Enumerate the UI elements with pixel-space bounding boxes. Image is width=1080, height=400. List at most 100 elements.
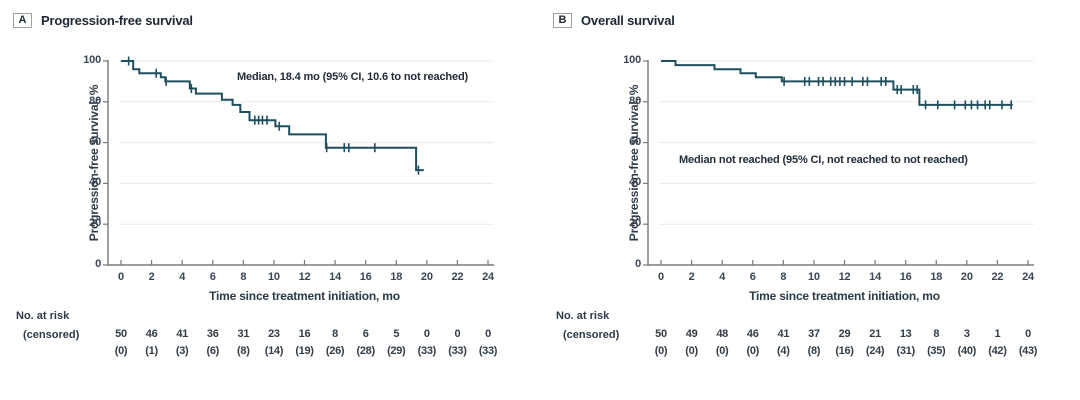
y-tick-label: 20: [629, 217, 641, 230]
x-tick-label: 10: [267, 271, 280, 283]
panel-a-censored-label: (censored): [23, 329, 80, 341]
x-tick-label: 24: [482, 271, 494, 283]
at-risk-count: 48: [716, 328, 728, 340]
censored-count: (33): [478, 345, 498, 357]
panel-a-header: A Progression-free survival: [13, 13, 193, 28]
at-risk-count: 0: [1025, 328, 1031, 340]
at-risk-count: 50: [115, 328, 127, 340]
x-tick-label: 6: [749, 271, 756, 283]
at-risk-count: 16: [298, 328, 311, 340]
at-risk-count: 8: [933, 328, 940, 340]
censored-count: (40): [957, 345, 977, 357]
at-risk-count: 29: [838, 328, 851, 340]
x-tick-label: 6: [209, 271, 216, 283]
censored-count: (6): [206, 345, 220, 357]
at-risk-count: 49: [685, 328, 698, 340]
x-tick-label: 18: [930, 271, 943, 283]
y-tick-label: 100: [83, 54, 101, 66]
x-tick-label: 22: [451, 271, 464, 283]
x-tick-label: 8: [240, 271, 247, 283]
censored-count: (29): [387, 345, 406, 357]
censored-count: (33): [417, 345, 437, 357]
at-risk-count: 41: [777, 328, 790, 340]
panel-a-no-at-risk-label: No. at risk: [16, 310, 70, 322]
y-tick-label: 20: [89, 217, 101, 230]
at-risk-count: 8: [332, 328, 338, 340]
at-risk-count: 37: [808, 328, 820, 340]
panel-b-header: B Overall survival: [553, 13, 675, 28]
at-risk-count: 0: [454, 328, 461, 340]
at-risk-count: 46: [746, 328, 759, 340]
x-tick-label: 2: [688, 271, 695, 283]
y-tick-label: 80: [89, 94, 101, 107]
x-tick-label: 14: [869, 271, 881, 283]
at-risk-count: 3: [963, 328, 970, 340]
km-plot-b: [643, 60, 1034, 266]
x-tick-label: 2: [148, 271, 155, 283]
panel-b-x-axis-label: Time since treatment initiation, mo: [749, 289, 940, 303]
censored-count: (19): [295, 345, 314, 357]
at-risk-count: 36: [206, 328, 219, 340]
censored-count: (16): [835, 345, 854, 357]
km-step-curve: [121, 60, 424, 172]
censored-count: (1): [145, 345, 158, 357]
x-tick-label: 8: [780, 271, 787, 283]
at-risk-count: 50: [655, 328, 667, 340]
censored-count: (24): [865, 345, 885, 357]
at-risk-count: 23: [268, 328, 280, 340]
x-tick-label: 14: [329, 271, 341, 283]
x-tick-label: 4: [179, 271, 186, 283]
x-tick-label: 12: [298, 271, 311, 283]
x-tick-label: 18: [390, 271, 403, 283]
censored-count: (0): [654, 345, 668, 357]
x-tick-label: 0: [118, 271, 124, 283]
censored-count: (42): [988, 345, 1007, 357]
x-tick-label: 24: [1022, 271, 1034, 283]
at-risk-count: 0: [485, 328, 491, 340]
panel-a-badge: A: [13, 13, 32, 28]
panel-b-median-annotation: Median not reached (95% CI, not reached …: [679, 154, 968, 166]
censored-count: (35): [927, 345, 946, 357]
y-tick-label: 0: [635, 258, 641, 270]
censored-count: (26): [325, 345, 345, 357]
censored-count: (0): [114, 345, 128, 357]
panel-a-title: Progression-free survival: [41, 13, 193, 28]
censored-count: (0): [746, 345, 760, 357]
at-risk-count: 6: [362, 328, 369, 340]
x-tick-label: 20: [960, 271, 973, 283]
censored-count: (14): [264, 345, 284, 357]
at-risk-count: 31: [237, 328, 250, 340]
km-plot-a: [103, 56, 494, 266]
panel-b-censored-label: (censored): [563, 329, 620, 341]
at-risk-count: 5: [393, 328, 400, 340]
censored-count: (33): [448, 345, 467, 357]
panel-progression-free-survival: A Progression-free survival Progression-…: [13, 13, 498, 357]
panel-a-x-axis-label: Time since treatment initiation, mo: [209, 289, 400, 303]
y-tick-label: 40: [89, 176, 101, 189]
censored-count: (8): [807, 345, 821, 357]
y-tick-label: 0: [95, 258, 101, 270]
censored-count: (0): [685, 345, 698, 357]
censored-count: (28): [356, 345, 375, 357]
censored-count: (0): [715, 345, 729, 357]
x-tick-label: 22: [991, 271, 1004, 283]
y-tick-label: 60: [89, 135, 101, 148]
y-tick-label: 80: [629, 94, 641, 107]
censored-count: (31): [896, 345, 915, 357]
panel-b-no-at-risk-label: No. at risk: [556, 310, 610, 322]
censored-count: (3): [175, 345, 189, 357]
censored-count: (8): [237, 345, 250, 357]
censored-count: (43): [1018, 345, 1038, 357]
at-risk-count: 0: [423, 328, 430, 340]
at-risk-count: 13: [899, 328, 912, 340]
y-tick-label: 60: [629, 135, 641, 148]
x-tick-label: 4: [719, 271, 726, 283]
at-risk-count: 46: [145, 328, 158, 340]
panel-b-badge: B: [553, 13, 572, 28]
y-tick-label: 40: [629, 176, 641, 189]
x-tick-label: 16: [899, 271, 912, 283]
km-step-curve: [661, 60, 1013, 106]
censored-count: (4): [777, 345, 790, 357]
x-tick-label: 12: [838, 271, 851, 283]
